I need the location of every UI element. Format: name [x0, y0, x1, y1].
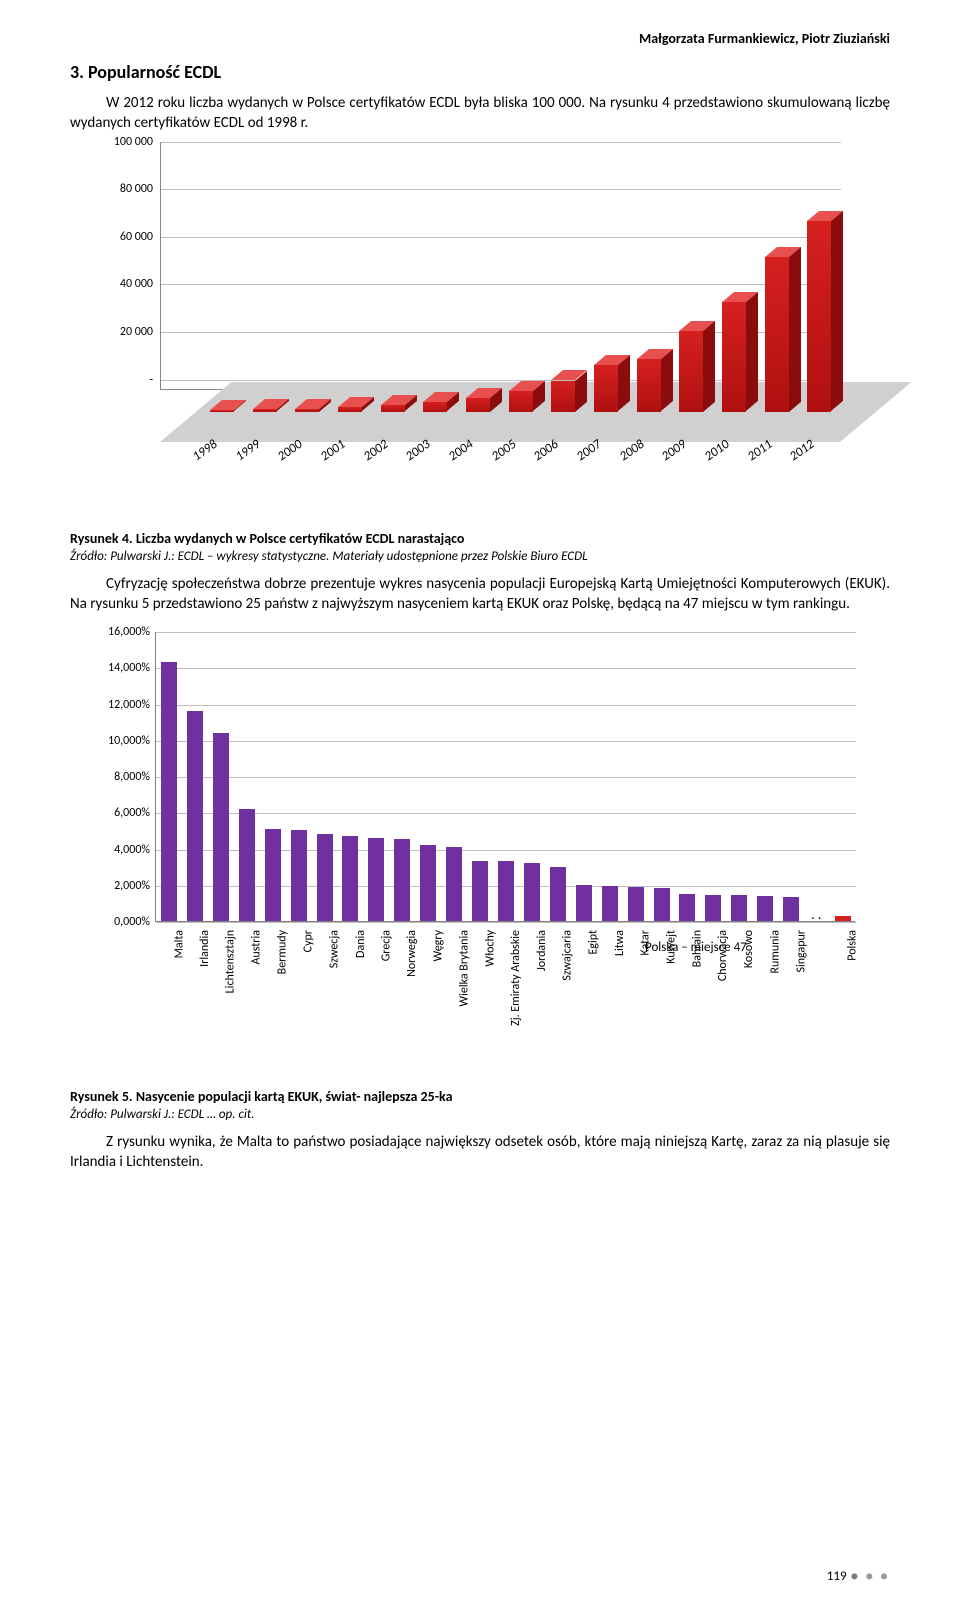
chart2-xlabel: Rumunia [768, 930, 782, 974]
chart2-ylabel: 6,000% [88, 806, 150, 820]
chart1-ylabel: 20 000 [103, 325, 153, 339]
chart2-ylabel: 8,000% [88, 770, 150, 784]
chart2-xlabel: Litwa [613, 930, 627, 956]
chart2-bar [394, 839, 410, 921]
chart2-bar [757, 896, 773, 921]
chart2-xlabel: Lichtensztajn [224, 930, 238, 993]
chart2-bar [576, 885, 592, 921]
chart2-ylabel: 2,000% [88, 879, 150, 893]
chart-ekuk-saturation: 0,000% 2,000% 4,000% 6,000% 8,000% 10,000% 12,… [85, 622, 875, 1082]
chart2-xlabel: Zj. Emiraty Arabskie [509, 930, 523, 1026]
chart2-bar [213, 733, 229, 922]
chart2-bar [317, 834, 333, 921]
chart2-ylabel: 16,000% [88, 625, 150, 639]
chart2-xlabel: Grecja [379, 930, 393, 961]
header-author: Małgorzata Furmankiewicz, Piotr Ziuziańs… [70, 30, 890, 47]
chart2-xlabel: Singapur [794, 930, 808, 973]
chart2-xlabel: Szwecja [328, 930, 342, 968]
chart1-ylabel: 80 000 [103, 182, 153, 196]
chart1-ylabel: 40 000 [103, 277, 153, 291]
chart2-xlabel: Egipt [587, 930, 601, 955]
page-number: 119● ● ● [827, 1569, 890, 1584]
chart1-ylabel: 100 000 [103, 135, 153, 149]
paragraph-2: Cyfryzację społeczeństwa dobrze prezentu… [70, 574, 890, 615]
chart-certificates-3d: -20 00040 00060 00080 000100 000 1998199… [100, 142, 860, 522]
chart2-ylabel: 4,000% [88, 843, 150, 857]
chart2-bar [524, 863, 540, 921]
chart2-bar [291, 830, 307, 921]
chart2-xlabel: Chorwacja [716, 930, 730, 981]
chart2-ylabel: 0,000% [88, 915, 150, 929]
section-heading: 3. Popularność ECDL [70, 61, 890, 83]
chart1-ylabel: - [103, 373, 153, 387]
chart2-xlabel: Irlandia [198, 930, 212, 967]
chart2-xlabel-poland: Polska [846, 930, 860, 961]
source-2: Źródło: Pulwarski J.: ECDL … op. cit. [70, 1107, 890, 1122]
chart2-bar [265, 829, 281, 921]
chart2-bar [654, 888, 670, 921]
chart2-bar [628, 887, 644, 921]
chart2-xlabel: Austria [250, 930, 264, 965]
paragraph-1: W 2012 roku liczba wydanych w Polsce cer… [70, 93, 890, 134]
chart2-xlabel: Węgry [431, 930, 445, 962]
chart2-xlabel: Jordania [535, 930, 549, 971]
chart2-bar [705, 895, 721, 921]
chart2-xlabel: Włochy [483, 930, 497, 967]
chart1-ylabel: 60 000 [103, 230, 153, 244]
chart2-xlabel: Wielka Brytania [457, 930, 471, 1007]
chart2-xlabel: Norwegia [405, 930, 419, 977]
chart2-bar [368, 838, 384, 921]
chart2-xlabel: Szwajcaria [561, 930, 575, 981]
chart2-ylabel: 10,000% [88, 734, 150, 748]
chart2-xlabel: Cypr [302, 930, 316, 952]
chart2-bar [550, 867, 566, 921]
chart2-bar [161, 662, 177, 921]
chart2-ylabel: 14,000% [88, 661, 150, 675]
source-1: Źródło: Pulwarski J.: ECDL – wykresy sta… [70, 549, 890, 564]
chart2-bar [602, 886, 618, 921]
chart2-bar [342, 836, 358, 921]
chart2-bar-poland [835, 916, 851, 921]
chart2-bar [446, 847, 462, 921]
chart2-bar [420, 845, 436, 921]
chart2-bar [472, 861, 488, 921]
paragraph-3: Z rysunku wynika, że Malta to państwo po… [70, 1132, 890, 1173]
chart2-ellipsis: . . [811, 906, 821, 923]
caption-2: Rysunek 5. Nasycenie populacji kartą EKU… [70, 1088, 890, 1105]
chart2-bar [731, 895, 747, 921]
chart2-xlabel: Dania [353, 930, 367, 958]
caption-1: Rysunek 4. Liczba wydanych w Polsce cert… [70, 530, 890, 547]
chart2-ylabel: 12,000% [88, 698, 150, 712]
chart2-bar [187, 711, 203, 921]
chart2-xlabel: Bermudy [276, 930, 290, 974]
chart2-bar [498, 861, 514, 921]
chart2-annotation: Polska – miejsce 47 [645, 940, 747, 955]
chart2-bar [783, 897, 799, 921]
chart2-bar [239, 809, 255, 921]
chart2-xlabel: Malta [172, 930, 186, 958]
chart2-bar [679, 894, 695, 921]
